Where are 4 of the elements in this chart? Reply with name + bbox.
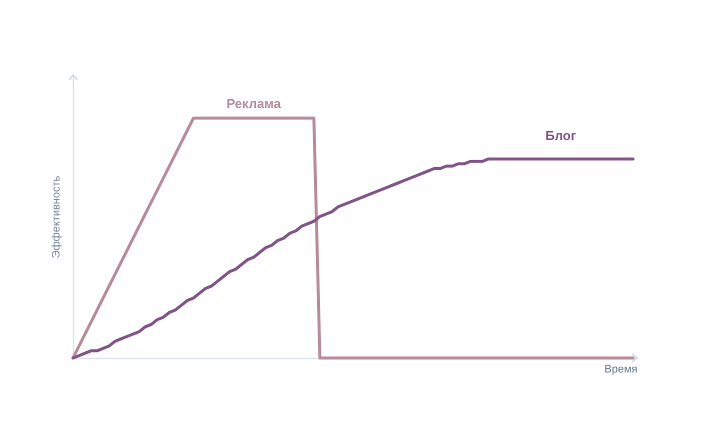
series-label: Блог: [545, 128, 577, 143]
x-axis-title: Время: [604, 364, 638, 376]
y-axis-title: Эффективность: [50, 175, 62, 258]
series-label: Реклама: [226, 96, 282, 112]
